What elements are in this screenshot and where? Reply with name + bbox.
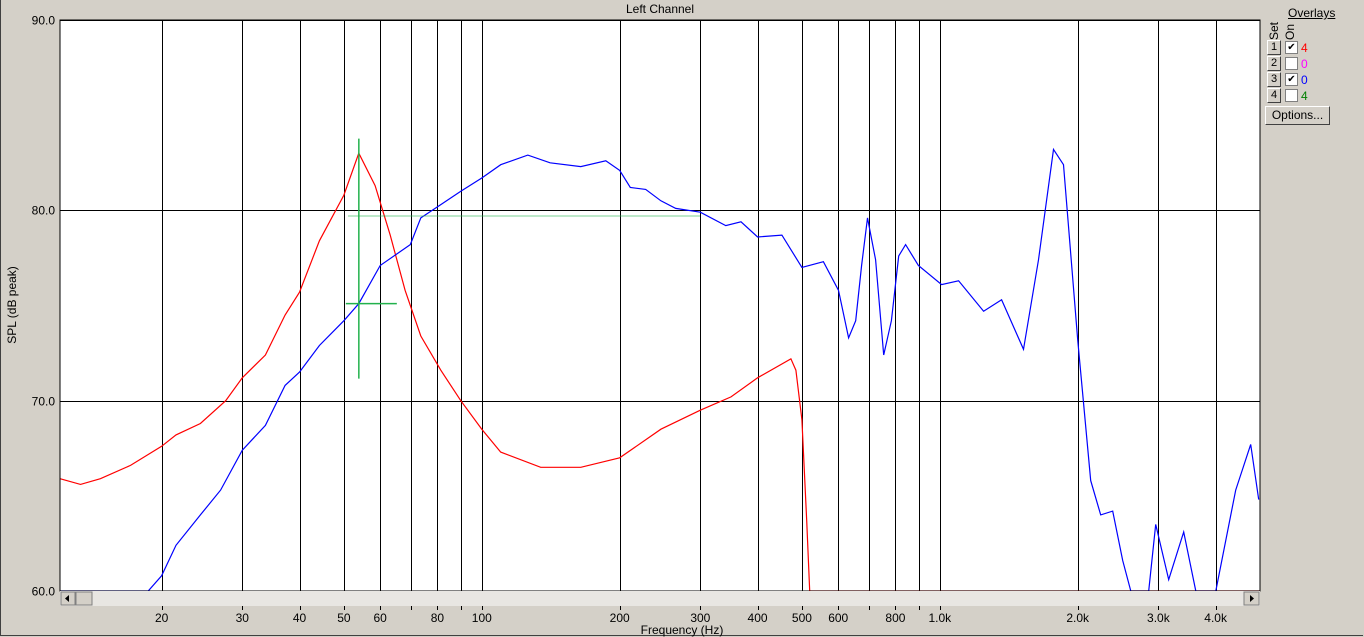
x-tick-label: 40	[293, 611, 307, 625]
x-axis-label: Frequency (Hz)	[641, 623, 724, 637]
arrow-left-icon	[65, 595, 69, 602]
overlay-count: 0	[1301, 56, 1308, 71]
x-tick-label: 20	[155, 611, 169, 625]
red-response-line	[59, 151, 1260, 592]
overlay-count: 0	[1301, 72, 1308, 87]
options-button[interactable]: Options...	[1265, 106, 1330, 125]
overlay-count: 4	[1301, 88, 1308, 103]
x-tick-label: 2.0k	[1066, 611, 1090, 625]
overlay-row-3: 3 ✔ 0	[1267, 72, 1308, 87]
overlay-set-button[interactable]: 3	[1267, 72, 1281, 87]
overlay-on-checkbox[interactable]	[1285, 89, 1298, 102]
scroll-thumb[interactable]	[75, 591, 93, 606]
overlay-set-button[interactable]: 4	[1267, 88, 1281, 103]
overlays-title: Overlays	[1288, 6, 1336, 20]
set-header: Set	[1267, 21, 1281, 40]
overlay-set-button[interactable]: 2	[1267, 56, 1281, 71]
x-tick-label: 4.0k	[1204, 611, 1228, 625]
on-header: On	[1283, 23, 1297, 40]
overlay-row-1: 1 ✔ 4	[1267, 40, 1308, 55]
blue-response-line	[60, 147, 1260, 592]
plot-area	[59, 19, 1261, 592]
x-tick-label: 300	[690, 611, 710, 625]
x-tick-label: 600	[828, 611, 848, 625]
overlay-set-button[interactable]: 1	[1267, 40, 1281, 55]
x-tick-label: 400	[748, 611, 768, 625]
x-tick-label: 100	[472, 611, 492, 625]
y-tick-label: 80.0	[32, 204, 56, 218]
x-tick-label: 800	[885, 611, 905, 625]
y-axis-label: SPL (dB peak)	[5, 266, 19, 344]
overlay-on-checkbox[interactable]: ✔	[1285, 73, 1298, 86]
arrow-right-icon	[1250, 595, 1254, 602]
overlay-on-checkbox[interactable]: ✔	[1285, 41, 1298, 54]
x-tick-label: 60	[373, 611, 387, 625]
x-tick-label: 1.0k	[928, 611, 952, 625]
chart-title: Left Channel	[626, 2, 694, 16]
overlay-count: 4	[1301, 40, 1308, 55]
overlays-panel: Overlays Set On 1 ✔ 4 2 0 3 ✔ 0 4 4 Options...	[1262, 0, 1364, 130]
x-tick-label: 30	[236, 611, 250, 625]
x-tick-label: 500	[792, 611, 812, 625]
x-tick-label: 50	[337, 611, 351, 625]
overlay-on-checkbox[interactable]	[1285, 57, 1298, 70]
horizontal-scrollbar[interactable]	[60, 591, 1260, 606]
y-tick-label: 60.0	[32, 585, 56, 599]
y-tick-label: 70.0	[32, 395, 56, 409]
x-tick-label: 3.0k	[1147, 611, 1171, 625]
x-tick-label: 200	[610, 611, 630, 625]
y-tick-label: 90.0	[32, 14, 56, 28]
x-tick-label: 80	[431, 611, 445, 625]
